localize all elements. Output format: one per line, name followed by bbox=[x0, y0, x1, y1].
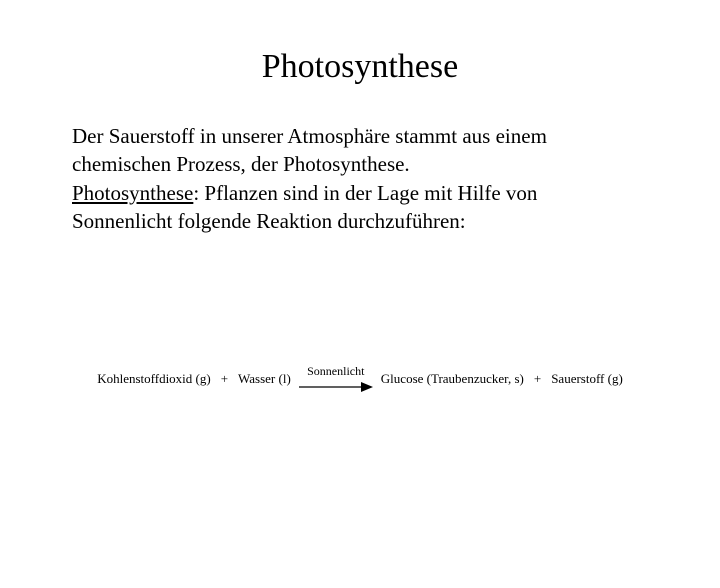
reaction-equation: Kohlenstoffdioxid (g) + Wasser (l) Sonne… bbox=[0, 364, 720, 393]
reactant-2: Wasser (l) bbox=[234, 371, 295, 387]
arrow-label: Sonnenlicht bbox=[307, 364, 364, 379]
plus-2: + bbox=[528, 371, 547, 387]
body-line-1: Der Sauerstoff in unserer Atmosphäre sta… bbox=[72, 124, 547, 148]
definition-term: Photosynthese bbox=[72, 181, 193, 205]
product-2: Sauerstoff (g) bbox=[547, 371, 627, 387]
reactant-1: Kohlenstoffdioxid (g) bbox=[93, 371, 215, 387]
page-title: Photosynthese bbox=[0, 48, 720, 86]
body-paragraph: Der Sauerstoff in unserer Atmosphäre sta… bbox=[72, 122, 648, 235]
body-line-2: chemischen Prozess, der Photosynthese. bbox=[72, 152, 410, 176]
reaction-arrow: Sonnenlicht bbox=[295, 364, 377, 393]
definition-rest: : Pflanzen sind in der Lage mit Hilfe vo… bbox=[193, 181, 537, 205]
body-line-4: Sonnenlicht folgende Reaktion durchzufüh… bbox=[72, 209, 466, 233]
product-1: Glucose (Traubenzucker, s) bbox=[377, 371, 528, 387]
plus-1: + bbox=[215, 371, 234, 387]
arrow-icon bbox=[299, 381, 373, 393]
